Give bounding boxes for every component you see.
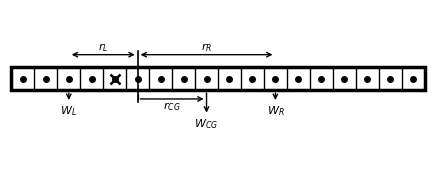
Text: $W_L$: $W_L$ (61, 104, 77, 118)
Text: $W_R$: $W_R$ (266, 104, 284, 118)
Text: $r_L$: $r_L$ (98, 41, 109, 54)
Text: $r_R$: $r_R$ (201, 41, 212, 54)
Bar (11, 67, 425, 90)
Text: $W_{CG}$: $W_{CG}$ (194, 117, 218, 131)
Text: $r_{CG}$: $r_{CG}$ (164, 100, 181, 113)
